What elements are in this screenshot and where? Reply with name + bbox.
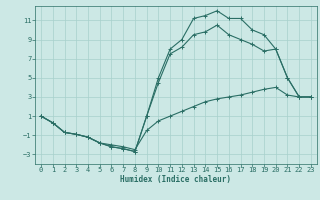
X-axis label: Humidex (Indice chaleur): Humidex (Indice chaleur) — [121, 175, 231, 184]
